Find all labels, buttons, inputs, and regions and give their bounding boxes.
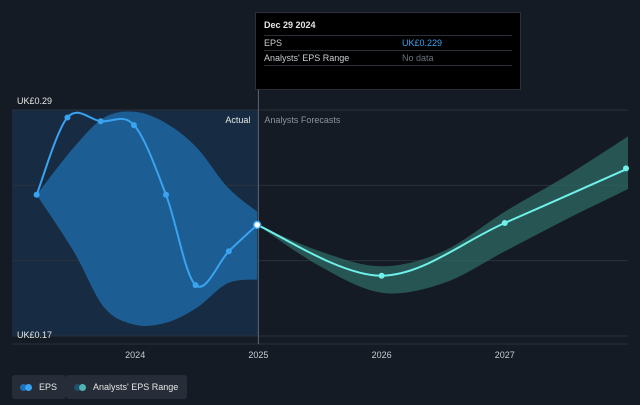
legend-range-label: Analysts' EPS Range bbox=[93, 382, 179, 392]
eps-forecast-point bbox=[623, 165, 629, 172]
tooltip-row-range: Analysts' EPS Range No data bbox=[264, 50, 512, 66]
x-tick-label: 2024 bbox=[125, 350, 145, 360]
tooltip-range-value: No data bbox=[402, 53, 434, 63]
tooltip-range-label: Analysts' EPS Range bbox=[264, 53, 350, 63]
x-tick-label: 2025 bbox=[248, 350, 268, 360]
range-legend-icon bbox=[74, 383, 87, 391]
y-tick-label-max: UK£0.29 bbox=[17, 96, 52, 106]
eps-forecast-point bbox=[378, 272, 385, 279]
eps-forecast-line bbox=[256, 167, 629, 277]
eps-actual-point bbox=[163, 191, 169, 198]
tooltip-eps-label: EPS bbox=[264, 38, 283, 48]
eps-actual-point bbox=[192, 282, 199, 289]
tooltip-eps-value: UK£0.229 bbox=[402, 38, 443, 48]
y-tick-label-min: UK£0.17 bbox=[17, 330, 52, 340]
eps-actual-point bbox=[252, 220, 262, 230]
tooltip-date: Dec 29 2024 bbox=[264, 20, 316, 30]
eps-actual-point bbox=[64, 114, 71, 121]
forecast-section-label: Analysts Forecasts bbox=[264, 115, 341, 125]
legend-item-analysts-range[interactable]: Analysts' EPS Range bbox=[66, 375, 188, 399]
eps-actual-point bbox=[97, 118, 104, 125]
eps-actual-point bbox=[130, 122, 137, 129]
x-tick-label: 2027 bbox=[495, 350, 515, 360]
eps-actual-point bbox=[225, 248, 232, 255]
eps-forecast-point bbox=[501, 220, 508, 226]
historical-analysts-range-band bbox=[36, 111, 258, 326]
tooltip-row-eps: EPS UK£0.229 bbox=[264, 35, 512, 50]
actual-section-label: Actual bbox=[225, 115, 250, 125]
eps-actual-point bbox=[33, 191, 40, 198]
x-tick-label: 2026 bbox=[372, 350, 392, 360]
eps-legend-icon bbox=[20, 383, 33, 391]
forecast-analysts-range-band bbox=[257, 136, 628, 294]
legend-item-eps[interactable]: EPS bbox=[12, 375, 67, 399]
tooltip: Dec 29 2024 EPS UK£0.229 Analysts' EPS R… bbox=[255, 12, 521, 90]
legend-eps-label: EPS bbox=[39, 382, 58, 392]
